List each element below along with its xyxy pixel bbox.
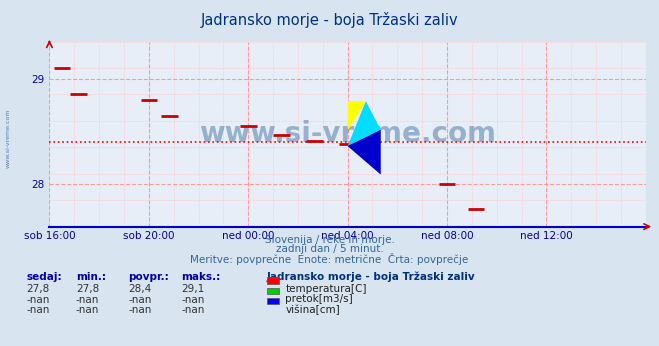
Text: -nan: -nan (76, 295, 99, 305)
Text: povpr.:: povpr.: (129, 272, 169, 282)
Text: Meritve: povprečne  Enote: metrične  Črta: povprečje: Meritve: povprečne Enote: metrične Črta:… (190, 253, 469, 265)
Text: -nan: -nan (129, 295, 152, 305)
Text: -nan: -nan (181, 295, 204, 305)
Text: maks.:: maks.: (181, 272, 221, 282)
Text: Slovenija / reke in morje.: Slovenija / reke in morje. (264, 235, 395, 245)
Polygon shape (348, 130, 381, 175)
Text: temperatura[C]: temperatura[C] (285, 284, 367, 294)
Text: višina[cm]: višina[cm] (285, 304, 340, 315)
Text: 28,4: 28,4 (129, 284, 152, 294)
Text: Jadransko morje - boja Tržaski zaliv: Jadransko morje - boja Tržaski zaliv (267, 272, 476, 282)
Polygon shape (348, 101, 381, 146)
Text: 29,1: 29,1 (181, 284, 204, 294)
Text: -nan: -nan (26, 295, 49, 305)
Text: -nan: -nan (26, 305, 49, 315)
Text: -nan: -nan (129, 305, 152, 315)
Text: min.:: min.: (76, 272, 106, 282)
Text: sedaj:: sedaj: (26, 272, 62, 282)
Text: -nan: -nan (76, 305, 99, 315)
Polygon shape (348, 101, 366, 130)
Text: 27,8: 27,8 (26, 284, 49, 294)
Text: 27,8: 27,8 (76, 284, 99, 294)
Text: pretok[m3/s]: pretok[m3/s] (285, 294, 353, 304)
Text: zadnji dan / 5 minut.: zadnji dan / 5 minut. (275, 244, 384, 254)
Text: -nan: -nan (181, 305, 204, 315)
Text: www.si-vreme.com: www.si-vreme.com (199, 120, 496, 148)
Text: www.si-vreme.com: www.si-vreme.com (5, 109, 11, 168)
Text: Jadransko morje - boja Tržaski zaliv: Jadransko morje - boja Tržaski zaliv (201, 12, 458, 28)
